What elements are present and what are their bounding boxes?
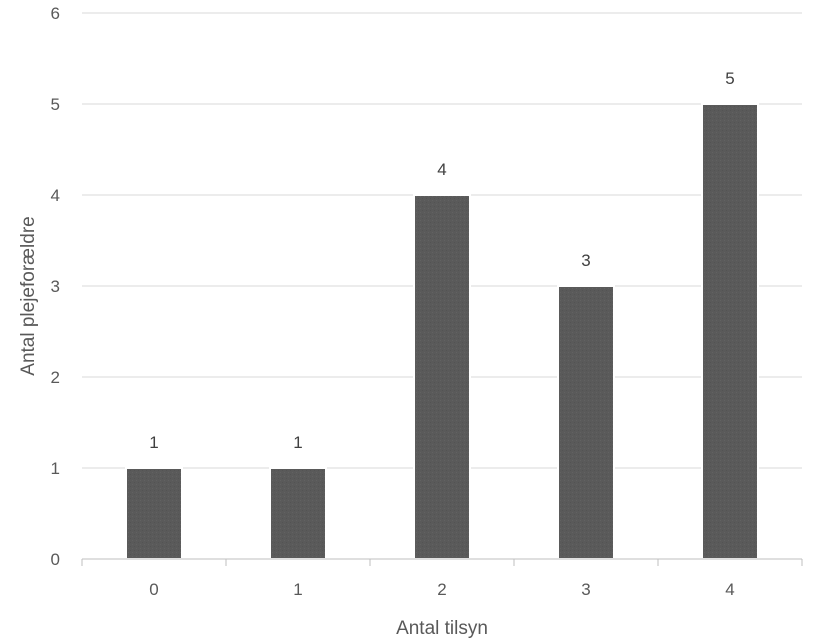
bar-1 <box>269 467 327 560</box>
y-tick-label-1: 1 <box>51 459 60 478</box>
data-label-1: 1 <box>293 433 302 452</box>
x-tick-label-0: 0 <box>149 580 158 599</box>
bar-0 <box>125 467 183 560</box>
x-tick-label-2: 2 <box>437 580 446 599</box>
x-tick-label-3: 3 <box>581 580 590 599</box>
y-tick-label-0: 0 <box>51 550 60 569</box>
bar-3 <box>557 285 615 560</box>
data-label-2: 4 <box>437 160 446 179</box>
data-label-3: 3 <box>581 251 590 270</box>
bar-4 <box>701 103 759 560</box>
x-tick-label-1: 1 <box>293 580 302 599</box>
y-tick-label-6: 6 <box>51 4 60 23</box>
y-tick-label-4: 4 <box>51 186 60 205</box>
x-tick-label-4: 4 <box>725 580 734 599</box>
data-label-4: 5 <box>725 69 734 88</box>
bars <box>125 103 759 560</box>
x-axis-title: Antal tilsyn <box>396 618 488 639</box>
y-tick-label-3: 3 <box>51 277 60 296</box>
data-label-0: 1 <box>149 433 158 452</box>
y-tick-label-5: 5 <box>51 95 60 114</box>
axes <box>81 558 803 566</box>
labels: 0 1 2 3 4 5 6 1 0 1 1 4 2 3 3 5 4 Antal tilsyn Antal pleje… <box>18 4 735 639</box>
y-axis-title: Antal plejeforældre <box>18 216 39 375</box>
y-tick-label-2: 2 <box>51 368 60 387</box>
bar-2 <box>413 194 471 560</box>
